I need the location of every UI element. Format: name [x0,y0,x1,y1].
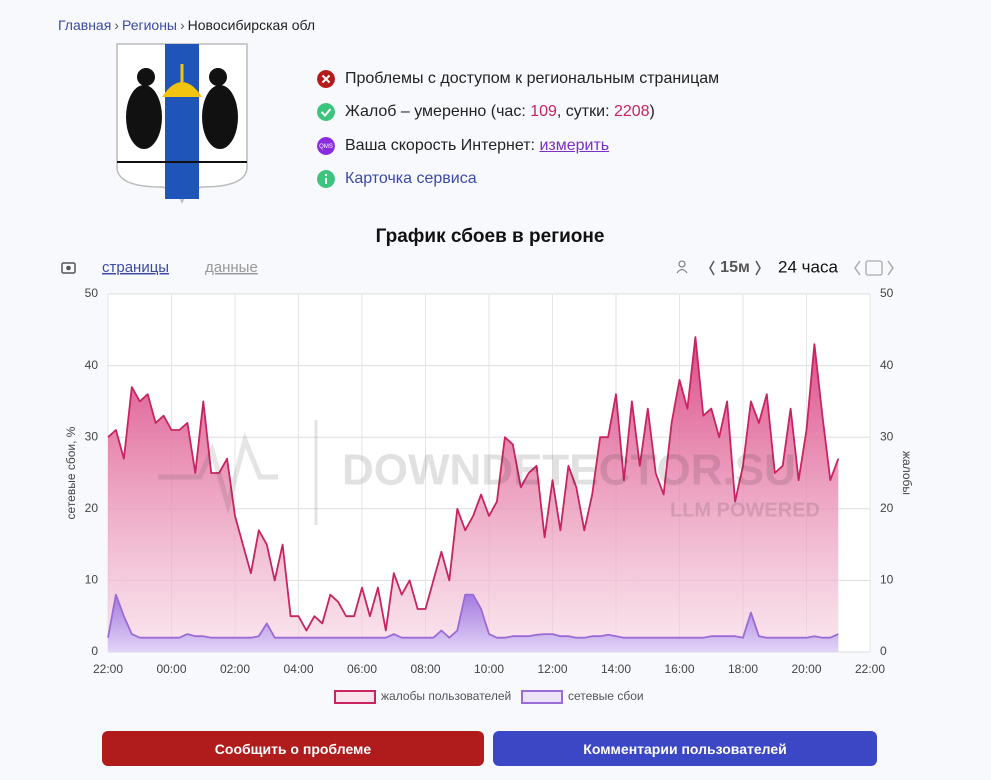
day-count: 2208 [613,103,650,121]
status-list: Проблемы с доступом к региональным стран… [317,62,719,196]
y-tick-label: 20 [85,501,99,515]
y-tick-label: 30 [85,429,99,443]
text: Ваша скорость Интернет: [345,136,540,154]
card-link[interactable]: Карточка сервиса [345,170,477,188]
status-speed: QMS Ваша скорость Интернет: измерить [317,129,719,163]
status-complaints: Жалоб – умеренно (час: 109, сутки: 2208) [317,96,719,130]
x-tick-label: 20:00 [791,662,821,676]
crumb: Новосибирская обл [187,17,316,33]
y2-tick-label: 40 [880,358,894,372]
x-tick-label: 00:00 [156,662,186,676]
qms-label: QMS [319,144,333,150]
y2-tick-label: 20 [880,501,894,515]
y2-axis-label: жалобы [900,451,914,495]
text: , сутки: [556,103,614,121]
measure-link[interactable]: измерить [539,136,610,154]
legend-label: сетевые сбои [568,689,644,703]
hour-count: 109 [530,103,557,121]
legend-label: жалобы пользователей [381,689,511,703]
calendar-icon[interactable] [865,260,883,276]
period[interactable]: 24 часа [778,257,838,276]
status-text: Жалоб – умеренно (час: 109, сутки: 2208) [345,103,655,121]
x-tick-label: 06:00 [347,662,377,676]
status-card: Карточка сервиса [317,163,719,197]
tab-data[interactable]: данные [205,259,258,276]
legend-swatch [521,690,563,704]
series-line [107,593,839,639]
x-tick-label: 10:00 [474,662,504,676]
interval[interactable]: 15м [720,259,750,276]
series-line [107,336,840,632]
crumb[interactable]: Регионы [121,17,177,33]
x-tick-label: 12:00 [537,662,567,676]
report-button[interactable]: Сообщить о проблеме [102,731,484,766]
interval-chevrons[interactable] [709,260,761,276]
y2-tick-label: 50 [880,286,894,300]
y2-tick-label: 30 [880,429,894,443]
y-tick-label: 0 [91,644,98,658]
y-tick-label: 10 [85,573,99,587]
x-tick-label: 02:00 [220,662,250,676]
status-text: Ваша скорость Интернет: измерить [345,137,609,155]
separator: › [114,17,119,33]
area-fill [108,337,839,652]
user-icon[interactable] [676,260,688,274]
chart-title: График сбоев в регионе [376,226,605,247]
x-tick-label: 04:00 [283,662,313,676]
x-tick-label: 16:00 [664,662,694,676]
x-tick-label: 18:00 [728,662,758,676]
y2-tick-label: 0 [880,644,887,658]
x-tick-label: 22:00 [93,662,123,676]
ok-icon [317,103,335,122]
area-fill [108,594,839,652]
info-icon [317,170,335,189]
y-tick-label: 50 [85,286,99,300]
crumb[interactable]: Главная [58,17,112,33]
tab-pages[interactable]: страницы [102,259,169,276]
camera-icon[interactable] [61,262,76,274]
period-chevrons[interactable] [854,260,894,276]
x-tick-label: 08:00 [410,662,440,676]
x-tick-label: 14:00 [601,662,631,676]
coat-of-arms [116,43,248,204]
legend-swatch [334,690,376,704]
status-access: Проблемы с доступом к региональным стран… [317,62,719,96]
error-icon [317,69,335,88]
y-axis-label: сетевые сбои, % [64,426,78,519]
watermark-text: DOWNDETECTOR.SU [342,446,796,495]
watermark: DOWNDETECTOR.SU LLM POWERED [158,420,820,525]
chart: График сбоев в регионе страницы данные 1… [61,226,914,704]
breadcrumbs: Главная › Регионы › Новосибирская обл [58,17,315,33]
separator: › [179,17,185,33]
qms-icon: QMS [317,136,335,155]
y2-tick-label: 10 [880,573,894,587]
watermark-text: LLM POWERED [670,499,820,521]
status-text: Проблемы с доступом к региональным стран… [345,69,720,87]
text: ) [649,103,655,121]
y-tick-label: 40 [85,358,99,372]
x-tick-label: 22:00 [855,662,885,676]
comments-button[interactable]: Комментарии пользователей [493,731,877,766]
text: Жалоб – умеренно (час: [345,103,531,121]
